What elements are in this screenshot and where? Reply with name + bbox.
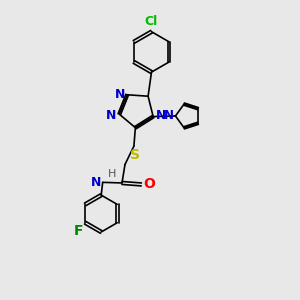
Text: S: S xyxy=(130,148,140,162)
Text: N: N xyxy=(164,110,174,122)
Text: N: N xyxy=(155,110,166,122)
Text: F: F xyxy=(74,224,83,238)
Text: N: N xyxy=(114,88,125,101)
Text: N: N xyxy=(106,109,116,122)
Text: H: H xyxy=(108,169,116,179)
Text: O: O xyxy=(144,177,156,191)
Text: N: N xyxy=(91,176,101,189)
Text: Cl: Cl xyxy=(145,15,158,28)
